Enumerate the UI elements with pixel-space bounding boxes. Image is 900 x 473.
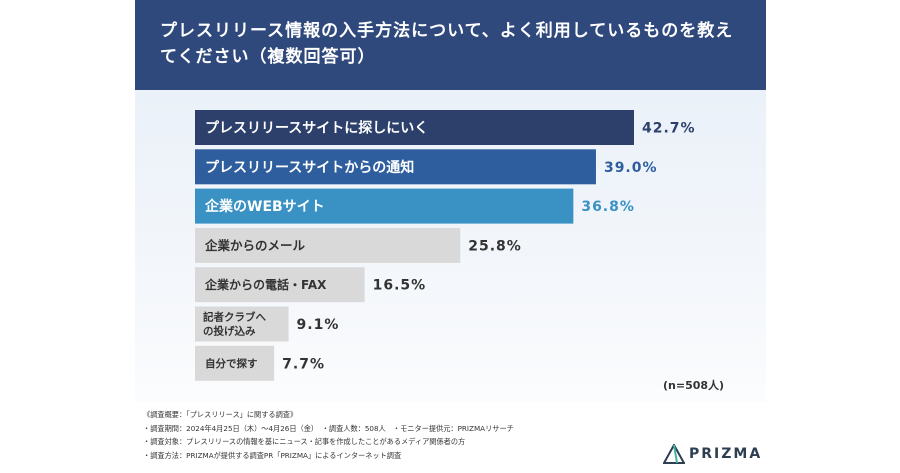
survey-note-line: ・調査期間：2024年4月25日（木）〜4月26日（金） ・調査人数：508人 …	[143, 423, 514, 433]
survey-note-line: ・調査対象：プレスリリースの情報を基にニュース・記事を作成したことがあるメディア…	[143, 437, 466, 446]
bar-4	[195, 267, 365, 303]
value-label-2: 36.8%	[581, 199, 635, 215]
bar-3	[195, 227, 461, 263]
category-label-1: プレスリリースサイトからの通知	[205, 159, 414, 176]
bar-2	[195, 188, 574, 224]
prizma-logo-text: PRIZMA	[689, 446, 763, 462]
category-label-5: 記者クラブへの投げ込み	[203, 311, 266, 338]
category-label-2: 企業のWEBサイト	[204, 198, 325, 215]
bar-chart: プレスリリースサイトに探しにいく 42.7% プレスリリースサイトからの通知 39.0…	[195, 110, 696, 381]
title-banner: プレスリリース情報の入手方法について、よく利用しているものを教えてください（複数…	[135, 0, 766, 90]
value-label-3: 25.8%	[468, 238, 522, 254]
survey-note-line: 《調査概要：「プレスリリース」に関する調査》	[143, 410, 298, 419]
category-label-0: プレスリリースサイトに探しにいく	[205, 120, 428, 137]
prizma-logo: PRIZMA	[663, 444, 762, 464]
category-label-4: 企業からの電話・FAX	[204, 277, 327, 292]
bar-5	[195, 306, 289, 342]
bar-0	[195, 110, 634, 145]
category-label-3: 企業からのメール	[204, 238, 306, 253]
value-label-6: 7.7%	[282, 356, 325, 372]
value-label-0: 42.7%	[642, 121, 696, 137]
value-label-1: 39.0%	[604, 160, 658, 176]
value-label-4: 16.5%	[373, 278, 427, 294]
value-label-5: 9.1%	[297, 317, 340, 333]
infographic-card: プレスリリース情報の入手方法について、よく利用しているものを教えてください（複数…	[135, 0, 766, 473]
survey-footer: 《調査概要：「プレスリリース」に関する調査》 ・調査期間：2024年4月25日（…	[135, 402, 766, 473]
bar-1	[195, 149, 596, 185]
bar-6	[195, 345, 275, 381]
survey-note-line: ・調査方法：PRIZMAが提供する調査PR「PRIZMA」によるインターネット調…	[143, 450, 402, 460]
prizma-logo-icon	[663, 444, 685, 464]
sample-size-note: (n=508人)	[663, 379, 725, 392]
survey-notes: 《調査概要：「プレスリリース」に関する調査》 ・調査期間：2024年4月25日（…	[143, 408, 514, 462]
chart-title: プレスリリース情報の入手方法について、よく利用しているものを教えてください（複数…	[160, 21, 734, 67]
category-label-6: 自分で探す	[205, 357, 258, 370]
